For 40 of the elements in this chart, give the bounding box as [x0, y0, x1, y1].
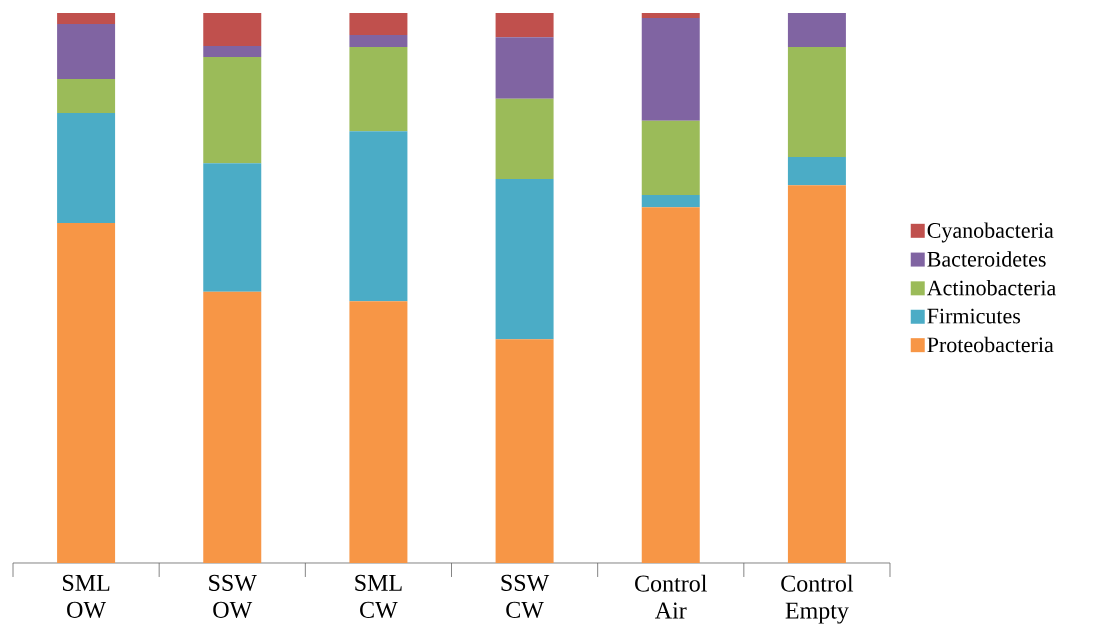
legend-label: Proteobacteria [927, 336, 1054, 353]
bar [641, 207, 700, 563]
bar [495, 179, 554, 340]
x-tick-label: SML OW [63, 574, 110, 619]
bar [57, 113, 116, 224]
x-tick-label: Control Air [635, 574, 707, 619]
bar [349, 34, 408, 48]
bar [787, 157, 846, 186]
x-tick-label: SSW CW [501, 574, 550, 619]
x-tick-label: SML CW [355, 574, 402, 619]
bar [495, 37, 554, 99]
bar [203, 291, 262, 563]
bar [203, 12, 262, 46]
x-tick-label: Control Empty [781, 574, 854, 624]
bar [495, 12, 554, 38]
bar [349, 301, 408, 563]
bar [787, 12, 846, 48]
bar [641, 195, 700, 208]
legend-label: Actinobacteria [926, 279, 1056, 296]
legend-label: Cyanobacteria [927, 222, 1054, 243]
bar [349, 12, 408, 35]
bar [57, 223, 116, 563]
bar [787, 47, 846, 158]
bar [349, 47, 408, 132]
bar [203, 45, 262, 57]
bar [203, 56, 262, 164]
bar [787, 185, 846, 563]
bar [57, 12, 116, 24]
legend-label: Bacteroidetes [927, 251, 1046, 267]
bar [57, 23, 116, 79]
x-tick-label: SSW OW [209, 574, 257, 619]
bar [641, 120, 700, 196]
legend-label: Firmicutes [927, 308, 1021, 324]
bar [203, 163, 262, 292]
bar [349, 131, 408, 302]
bar [57, 78, 116, 114]
bar [641, 17, 700, 121]
bar [641, 12, 700, 18]
bar [495, 339, 554, 563]
bar [495, 98, 554, 180]
